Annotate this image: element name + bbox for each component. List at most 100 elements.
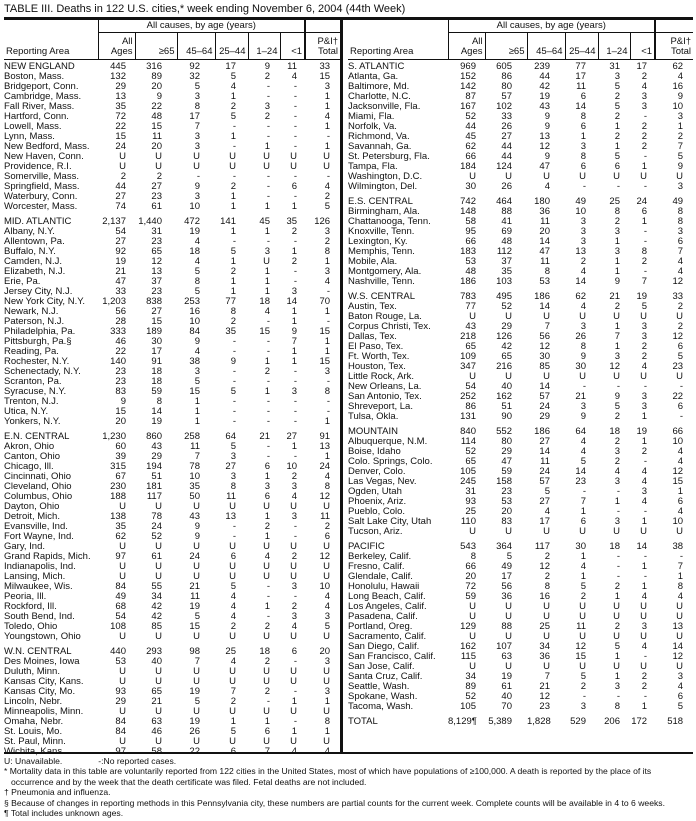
cell-1-24: - xyxy=(266,91,270,102)
cell-25-44: 2 xyxy=(580,256,586,267)
cell-pi-total: 70 xyxy=(319,296,331,307)
cell-all-ages: 22 xyxy=(115,346,126,357)
cell-all-ages: 9 xyxy=(120,396,126,407)
cell-under-1: - xyxy=(643,266,648,277)
table-row: Rockford, Ill. 68 42 19 4 1 2 4 xyxy=(4,602,340,612)
cell-1-24: 2 xyxy=(614,621,620,632)
cell-1-24: 1 xyxy=(264,471,270,482)
table-row: St. Louis, Mo. 84 46 26 5 6 1 1 xyxy=(4,727,340,737)
cell-65-plus: U xyxy=(505,371,512,382)
cell-25-44: 64 xyxy=(575,426,586,437)
cell-45-64: 19 xyxy=(189,716,200,727)
cell-25-44: 1 xyxy=(580,506,586,517)
cell-25-44: 1 xyxy=(230,276,236,287)
cell-45-64: 5 xyxy=(194,266,200,277)
cell-25-44: 14 xyxy=(575,466,586,477)
cell-25-44: 1 xyxy=(230,191,236,202)
cell-65-plus: 124 xyxy=(496,161,512,172)
cell-65-plus: U xyxy=(155,666,162,677)
cell-pi-total: 8 xyxy=(677,581,684,592)
cell-1-24: 18 xyxy=(259,296,270,307)
cell-under-1: 1 xyxy=(641,516,648,527)
cell-65-plus: 40 xyxy=(501,381,512,392)
cell-all-ages: U xyxy=(119,736,126,747)
cell-65-plus: 80 xyxy=(501,436,512,447)
cell-area: Springfield, Mass. xyxy=(4,181,80,192)
cell-65-plus: U xyxy=(505,526,512,537)
cell-45-64: 17 xyxy=(539,516,550,527)
cell-65-plus: 1,440 xyxy=(138,216,162,227)
right-table-panel: All causes, by age (years) Reporting Are… xyxy=(348,20,694,727)
cell-25-44: 1 xyxy=(230,286,236,297)
cell-45-64: U xyxy=(543,526,550,537)
cell-area: E.N. CENTRAL xyxy=(4,431,70,442)
cell-45-64: 30 xyxy=(539,351,550,362)
cell-45-64: 3 xyxy=(194,141,200,152)
cell-25-44: - xyxy=(232,346,236,357)
cell-45-64: 14 xyxy=(539,446,550,457)
cell-area: Albuquerque, N.M. xyxy=(348,436,428,447)
cell-45-64: 1 xyxy=(194,406,200,417)
cell-area: Boise, Idaho xyxy=(348,446,401,457)
cell-area: Scranton, Pa. xyxy=(4,376,62,387)
cell-under-1: 1 xyxy=(641,411,648,422)
cell-1-24: - xyxy=(616,381,620,392)
cell-pi-total: 3 xyxy=(677,671,684,682)
cell-all-ages: U xyxy=(119,541,126,552)
cell-45-64: U xyxy=(543,661,550,672)
table-row: Long Beach, Calif. 59 36 16 2 1 4 4 xyxy=(348,592,693,602)
table-row: Kansas City, Kans. U U U U U U U xyxy=(4,677,340,687)
cell-1-24: 1 xyxy=(614,141,620,152)
cell-1-24: 2 xyxy=(614,131,620,142)
cell-all-ages: 54 xyxy=(115,611,126,622)
cell-1-24: 18 xyxy=(609,426,620,437)
table-row: Tucson, Ariz. U U U U U U U xyxy=(348,527,693,537)
cell-under-1: 4 xyxy=(641,81,648,92)
cell-1-24: 12 xyxy=(609,361,620,372)
col-under-1: <1 xyxy=(629,32,656,60)
cell-pi-total: 23 xyxy=(672,361,684,372)
cell-1-24: 1 xyxy=(614,236,620,247)
table-row: Memphis, Tenn. 183 112 47 13 3 8 7 xyxy=(348,247,693,257)
cell-45-64: 92 xyxy=(189,61,200,72)
cell-1-24: 3 xyxy=(614,71,620,82)
cell-all-ages: 72 xyxy=(465,581,476,592)
cell-pi-total: 126 xyxy=(314,216,331,227)
cell-1-24: 2 xyxy=(614,581,620,592)
cell-1-24: 1 xyxy=(614,591,620,602)
cell-65-plus: 88 xyxy=(501,206,512,217)
cell-1-24: U xyxy=(263,666,270,677)
cell-1-24: - xyxy=(266,441,270,452)
cell-area: Salt Lake City, Utah xyxy=(348,516,432,527)
cell-area: Gary, Ind. xyxy=(4,541,46,552)
cell-65-plus: 51 xyxy=(501,401,512,412)
cell-under-1: 24 xyxy=(636,196,648,207)
cell-45-64: 42 xyxy=(539,81,550,92)
cell-area: W.N. CENTRAL xyxy=(4,646,72,657)
cell-pi-total: 12 xyxy=(672,276,684,287)
cell-under-1: U xyxy=(640,171,648,182)
cell-45-64: 35 xyxy=(189,481,200,492)
cell-45-64: 9 xyxy=(544,151,550,162)
cell-pi-total: 33 xyxy=(319,61,331,72)
cell-pi-total: 3 xyxy=(677,111,684,122)
cell-pi-total: 4 xyxy=(324,276,331,287)
cell-45-64: 19 xyxy=(189,601,200,612)
cell-under-1: 1 xyxy=(291,246,298,257)
cell-1-24: 3 xyxy=(614,516,620,527)
cell-all-ages: 129 xyxy=(460,621,476,632)
cell-pi-total: 4 xyxy=(677,266,684,277)
cell-pi-total: 3 xyxy=(324,81,331,92)
cell-1-24: 31 xyxy=(609,61,620,72)
cell-pi-total: 3 xyxy=(677,181,684,192)
cell-all-ages: 33 xyxy=(115,286,126,297)
cell-45-64: 4 xyxy=(194,346,200,357)
cell-area: Allentown, Pa. xyxy=(4,236,65,247)
table-row: Ogden, Utah 31 23 5- -3 1 xyxy=(348,487,693,497)
cell-45-64: U xyxy=(193,736,200,747)
cell-all-ages: 86 xyxy=(465,401,476,412)
cell-pi-total: 12 xyxy=(672,331,684,342)
table-row: Ft. Worth, Tex. 109 65 30 9 3 2 5 xyxy=(348,352,693,362)
cell-45-64: 2 xyxy=(544,571,550,582)
cell-25-44: 8 xyxy=(230,481,236,492)
